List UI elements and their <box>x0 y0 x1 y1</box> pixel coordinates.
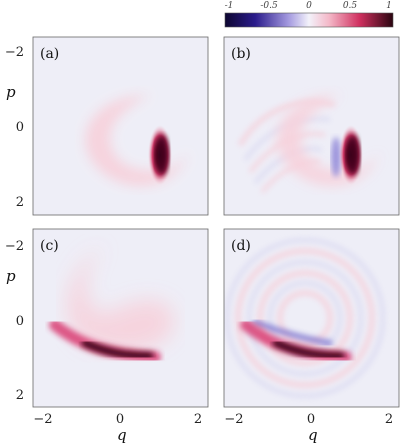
panel-c: (c) −2 0 2 p −2 0 2 q <box>5 228 209 444</box>
colorbar-tick-0: -1 <box>225 1 234 11</box>
colorbar: -1 -0.5 0 0.5 1 <box>224 1 394 28</box>
panel-a-label: (a) <box>40 46 59 62</box>
panel-c-xtick-2: 2 <box>194 412 202 427</box>
panel-d-arc-core <box>272 339 345 360</box>
colorbar-tick-3: 0.5 <box>343 1 358 11</box>
colorbar-tick-1: -0.5 <box>260 1 278 11</box>
panel-b-crescent-halo <box>276 95 381 186</box>
panel-a-ytick-2: 2 <box>16 195 24 210</box>
panel-c-xlabel: q <box>117 426 127 444</box>
panel-b-negative-rim <box>331 137 341 177</box>
panel-b-crescent-core <box>346 135 360 175</box>
panel-c-ytick-0: −2 <box>5 239 24 254</box>
panel-c-ytick-1: 0 <box>16 314 24 329</box>
panel-a: (a) −2 0 2 p <box>5 36 209 216</box>
panel-a-ylabel: p <box>6 83 16 101</box>
panel-c-ylabel: p <box>6 267 16 285</box>
panel-c-frame <box>32 228 209 408</box>
panel-d-xtick-2: 2 <box>385 412 393 427</box>
panel-a-crescent-core <box>155 135 169 175</box>
panel-c-halo <box>67 245 174 352</box>
panel-c-xtick-0: −2 <box>33 412 52 427</box>
panel-d-xlabel: q <box>308 426 318 444</box>
panel-c-xtick-1: 0 <box>116 412 124 427</box>
panel-a-frame <box>32 36 209 216</box>
panel-a-ytick-0: −2 <box>5 45 24 60</box>
panel-b-frame <box>223 36 400 216</box>
colorbar-tick-4: 1 <box>386 1 392 11</box>
panel-b: (b) <box>223 36 400 216</box>
panel-d-negative-band <box>252 319 333 346</box>
panel-a-ytick-1: 0 <box>16 120 24 135</box>
panel-a-background <box>33 37 208 215</box>
panel-a-crescent-halo <box>85 95 190 186</box>
colorbar-gradient <box>224 12 394 28</box>
panel-c-ytick-2: 2 <box>16 388 24 403</box>
colorbar-tick-2: 0 <box>306 1 312 11</box>
panel-b-background <box>224 37 399 215</box>
panel-d-frame <box>223 228 400 408</box>
panel-d-label: (d) <box>231 238 251 254</box>
panel-c-arc-core <box>81 339 154 360</box>
panel-d-xtick-1: 0 <box>307 412 315 427</box>
panel-b-label: (b) <box>231 46 251 62</box>
panel-d: (d) −2 0 2 q <box>223 228 400 444</box>
panel-d-xtick-0: −2 <box>224 412 243 427</box>
panel-c-label: (c) <box>40 238 59 254</box>
